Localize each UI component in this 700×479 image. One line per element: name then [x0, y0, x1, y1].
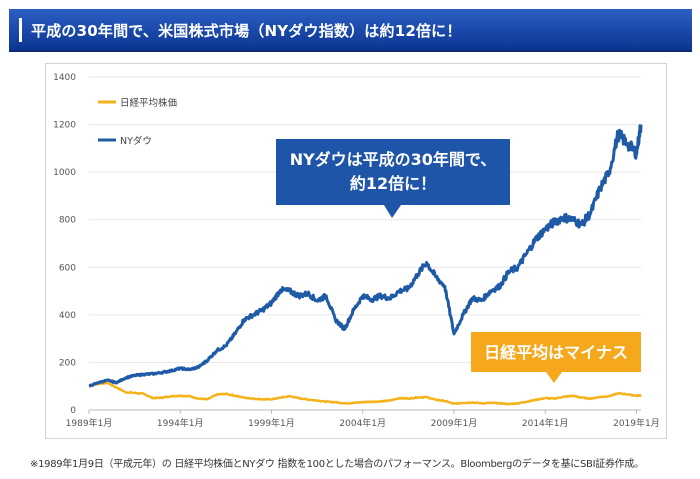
y-tick-label: 400: [59, 311, 76, 321]
y-tick-label: 1000: [53, 168, 76, 178]
y-tick-label: 1400: [53, 73, 76, 83]
y-tick-label: 1200: [53, 121, 76, 131]
x-tick-label: 2009年1月: [431, 417, 478, 429]
y-tick-label: 800: [59, 216, 76, 226]
y-tick-label: 0: [70, 406, 76, 416]
x-tick-label: 1989年1月: [66, 417, 113, 429]
nydow-callout-line1: NYダウは平成の30年間で、: [290, 150, 497, 169]
footnote: ※1989年1月9日（平成元年）の 日経平均株価とNYダウ 指数を100とした場…: [30, 459, 644, 470]
x-tick-label: 2019年1月: [613, 417, 660, 429]
nydow-callout-box: [276, 139, 510, 205]
series-line-nikkei: [88, 381, 642, 406]
x-tick-label: 1994年1月: [157, 417, 204, 429]
chart-frame: 0 200 400 600 800 1000 1200 1400 1989年1月 1994年1月 1…: [45, 63, 667, 439]
legend-label: NYダウ: [120, 135, 152, 147]
page-title: 平成の30年間で、米国株式市場（NYダウ指数）は約12倍に！: [31, 22, 462, 40]
y-tick-label: 200: [59, 358, 76, 368]
legend-label: 日経平均株価: [120, 97, 178, 109]
nikkei-callout-pointer: [546, 372, 562, 383]
y-tick-label: 600: [59, 263, 76, 273]
nikkei-callout-box: [471, 332, 641, 372]
series-line-nydow: [88, 124, 643, 388]
nydow-callout-pointer: [384, 205, 401, 218]
x-tick-label: 2014年1月: [522, 417, 569, 429]
nikkei-callout-text: 日経平均はマイナス: [484, 343, 628, 362]
header-accent-bar: [19, 18, 22, 42]
nydow-callout-line2: 約12倍に！: [350, 174, 436, 193]
x-tick-label: 2004年1月: [339, 417, 386, 429]
page-header: 平成の30年間で、米国株式市場（NYダウ指数）は約12倍に！: [9, 9, 692, 52]
x-tick-label: 1999年1月: [248, 417, 295, 429]
performance-line-chart: 0 200 400 600 800 1000 1200 1400 1989年1月 1994年1月 1…: [53, 73, 660, 429]
